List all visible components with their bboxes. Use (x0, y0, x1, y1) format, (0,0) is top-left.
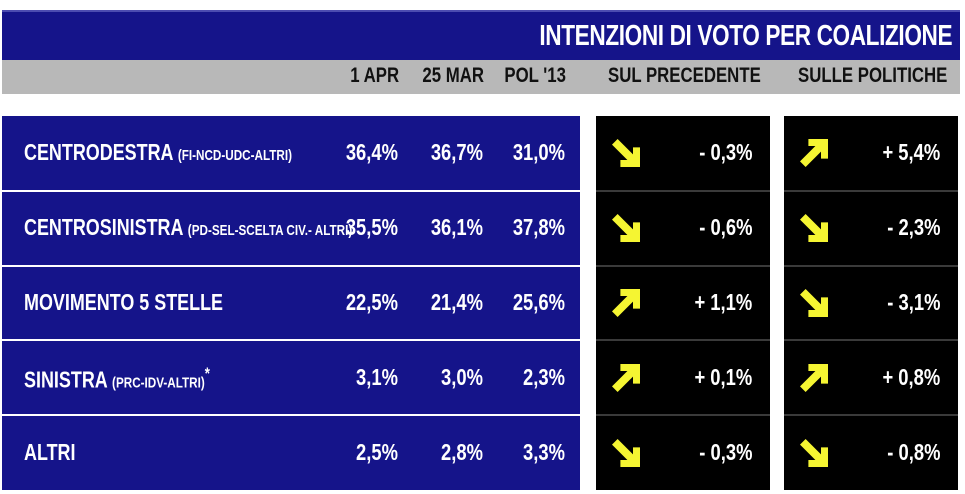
col-header-1-apr: 1 APR (350, 64, 399, 87)
coalition-name: CENTRODESTRA (FI-NCD-UDC-ALTRI) (24, 139, 292, 166)
arrow-down-right-icon (800, 438, 828, 467)
arrow-down-right-icon (612, 139, 640, 168)
footnote-star: * (204, 363, 210, 383)
delta-value: + 0,1% (694, 363, 752, 390)
column-header-bar: 1 APR 25 MAR POL '13 SUL PRECEDENTE SULL… (2, 60, 960, 94)
value-v1: 2,5% (356, 438, 398, 465)
delta-elections-panel: + 5,4% - 2,3% - 3,1% + 0,8% - 0,8% (784, 116, 958, 490)
col-header-25-mar: 25 MAR (422, 64, 484, 87)
delta-value: + 5,4% (882, 139, 940, 166)
arrow-down-right-icon (612, 214, 640, 243)
value-v2: 21,4% (430, 289, 483, 315)
chart-title: INTENZIONI DI VOTO PER COALIZIONE (539, 20, 952, 52)
row-separator (2, 264, 580, 267)
value-v3: 25,6% (512, 289, 565, 315)
row-separator (2, 189, 580, 192)
arrow-up-right-icon (800, 139, 828, 168)
value-v2: 36,7% (430, 139, 483, 166)
coalition-name: ALTRI (24, 439, 75, 466)
arrow-down-right-icon (612, 438, 640, 467)
coalition-label: CENTRODESTRA (24, 139, 173, 166)
row-separator (784, 189, 958, 192)
arrow-down-right-icon (800, 289, 828, 317)
coalition-label: SINISTRA (24, 366, 108, 393)
coalition-label: CENTROSINISTRA (24, 214, 183, 241)
value-v3: 3,3% (523, 438, 565, 465)
value-v2: 2,8% (441, 438, 483, 465)
coalition-name: CENTROSINISTRA (PD-SEL-SCELTA CIV.- ALTR… (24, 214, 352, 241)
arrow-up-right-icon (612, 289, 640, 317)
coalition-name: SINISTRA (PRC-IDV-ALTRI)* (24, 364, 210, 394)
row-separator (596, 264, 770, 267)
value-v1: 35,5% (345, 214, 398, 241)
value-v3: 31,0% (512, 139, 565, 166)
arrow-down-right-icon (800, 214, 828, 243)
row-separator (596, 339, 770, 342)
col-header-pol-13: POL '13 (504, 64, 566, 87)
arrow-up-right-icon (612, 363, 640, 392)
coalition-parties: (PD-SEL-SCELTA CIV.- ALTRI) (187, 222, 353, 240)
coalition-parties: (PRC-IDV-ALTRI) (112, 374, 205, 392)
value-v1: 22,5% (345, 289, 398, 315)
row-separator (596, 414, 770, 417)
delta-value: - 3,1% (886, 289, 940, 315)
delta-value: - 0,8% (886, 438, 940, 465)
row-separator (596, 189, 770, 192)
col-header-sulle-politiche: SULLE POLITICHE (798, 64, 948, 87)
values-panel: CENTRODESTRA (FI-NCD-UDC-ALTRI) 36,4% 36,7… (2, 116, 580, 490)
delta-value: - 0,3% (698, 139, 752, 166)
value-v2: 36,1% (430, 214, 483, 241)
row-separator (2, 414, 580, 417)
delta-previous-panel: - 0,3% - 0,6% + 1,1% + 0,1% - 0,3% (596, 116, 770, 490)
delta-value: - 0,6% (698, 214, 752, 241)
delta-value: - 2,3% (886, 214, 940, 241)
title-bar: INTENZIONI DI VOTO PER COALIZIONE (2, 10, 960, 60)
row-separator (784, 339, 958, 342)
coalition-name: MOVIMENTO 5 STELLE (24, 289, 223, 316)
value-v3: 37,8% (512, 214, 565, 241)
col-header-sul-precedente: SUL PRECEDENTE (608, 64, 761, 87)
value-v3: 2,3% (523, 363, 565, 390)
value-v1: 3,1% (356, 363, 398, 390)
coalition-label: MOVIMENTO 5 STELLE (24, 289, 224, 315)
row-separator (784, 264, 958, 267)
value-v1: 36,4% (345, 139, 398, 166)
row-separator (784, 414, 958, 417)
delta-value: + 1,1% (694, 289, 752, 315)
coalition-parties: (FI-NCD-UDC-ALTRI) (177, 147, 292, 165)
row-separator (2, 339, 580, 342)
delta-value: - 0,3% (698, 438, 752, 465)
coalition-label: ALTRI (24, 438, 76, 465)
value-v2: 3,0% (441, 363, 483, 390)
arrow-up-right-icon (800, 363, 828, 392)
delta-value: + 0,8% (882, 363, 940, 390)
